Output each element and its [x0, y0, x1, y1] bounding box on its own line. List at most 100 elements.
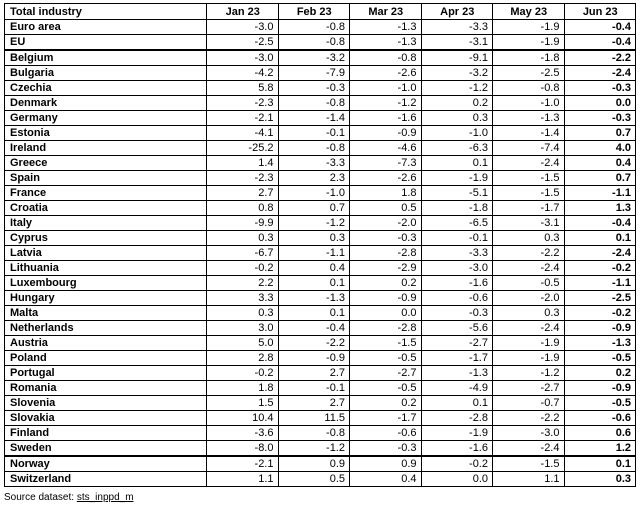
- table-cell: 0.5: [277, 471, 350, 487]
- row-country-name: Austria: [4, 335, 207, 351]
- table-cell: -2.2: [277, 335, 350, 351]
- table-cell: -0.3: [420, 305, 493, 321]
- table-cell: -0.3: [277, 80, 350, 96]
- table-cell: -0.8: [277, 34, 350, 51]
- table-row: Italy -9.9 -1.2 -2.0 -6.5 -3.1 -0.4: [4, 215, 636, 231]
- table-cell: -1.1: [277, 245, 350, 261]
- table-row: Norway -2.1 0.9 0.9 -0.2 -1.5 0.1: [4, 455, 636, 472]
- table-cell: -2.4: [492, 155, 565, 171]
- table-cell: -1.0: [349, 80, 422, 96]
- table-cell: 0.3: [420, 110, 493, 126]
- table-cell: -1.2: [492, 365, 565, 381]
- table-cell: 0.6: [563, 425, 636, 441]
- table-cell: -0.4: [277, 320, 350, 336]
- column-header: May 23: [492, 3, 565, 20]
- table-cell: -2.2: [492, 245, 565, 261]
- row-country-name: Finland: [4, 425, 207, 441]
- table-cell: -0.5: [563, 395, 636, 411]
- table-cell: -0.1: [420, 230, 493, 246]
- table-cell: -1.5: [492, 455, 565, 472]
- row-country-name: Hungary: [4, 290, 207, 306]
- table-cell: -7.9: [277, 65, 350, 81]
- table-cell: -2.4: [492, 320, 565, 336]
- table-cell: -0.2: [206, 365, 279, 381]
- table-cell: -2.8: [420, 410, 493, 426]
- table-row: Denmark -2.3 -0.8 -1.2 0.2 -1.0 0.0: [4, 95, 636, 111]
- table-cell: -0.8: [277, 425, 350, 441]
- table-cell: 2.8: [206, 350, 279, 366]
- source-dataset-link[interactable]: sts_inppd_m: [76, 492, 134, 503]
- table-cell: -0.9: [563, 380, 636, 396]
- table-cell: 0.2: [349, 395, 422, 411]
- table-cell: 1.3: [563, 200, 636, 216]
- table-cell: -1.7: [492, 200, 565, 216]
- table-cell: -6.3: [420, 140, 493, 156]
- table-row: Poland 2.8 -0.9 -0.5 -1.7 -1.9 -0.5: [4, 350, 636, 366]
- table-row: Romania 1.8 -0.1 -0.5 -4.9 -2.7 -0.9: [4, 380, 636, 396]
- row-country-name: Latvia: [4, 245, 207, 261]
- table-cell: -0.2: [563, 260, 636, 276]
- table-cell: -1.2: [349, 95, 422, 111]
- table-cell: -2.3: [206, 95, 279, 111]
- table-cell: 0.0: [563, 95, 636, 111]
- row-country-name: Switzerland: [4, 471, 207, 487]
- table-cell: 3.0: [206, 320, 279, 336]
- table-cell: -0.6: [349, 425, 422, 441]
- table-cell: -1.6: [349, 110, 422, 126]
- row-country-name: Netherlands: [4, 320, 207, 336]
- table-body: Euro area -3.0 -0.8 -1.3 -3.3 -1.9 -0.4 EU -2.5-…: [4, 19, 636, 487]
- table-cell: -2.0: [492, 290, 565, 306]
- table-cell: -1.7: [420, 350, 493, 366]
- table-row: Ireland -25.2 -0.8 -4.6 -6.3 -7.4 4.0: [4, 140, 636, 156]
- table-cell: -3.6: [206, 425, 279, 441]
- table-cell: -0.4: [563, 34, 636, 51]
- table-cell: 2.3: [277, 170, 350, 186]
- table-cell: -0.8: [277, 140, 350, 156]
- table-cell: 0.3: [206, 305, 279, 321]
- table-cell: 0.4: [277, 260, 350, 276]
- row-country-name: Poland: [4, 350, 207, 366]
- table-cell: 0.7: [277, 200, 350, 216]
- table-cell: 2.7: [206, 185, 279, 201]
- table-cell: -2.0: [349, 215, 422, 231]
- table-cell: -0.1: [277, 125, 350, 141]
- table-row: Cyprus 0.3 0.3 -0.3 -0.1 0.3 0.1: [4, 230, 636, 246]
- row-country-name: Croatia: [4, 200, 207, 216]
- table-cell: -1.5: [492, 170, 565, 186]
- row-country-name: Cyprus: [4, 230, 207, 246]
- table-cell: 0.2: [563, 365, 636, 381]
- row-country-name: Germany: [4, 110, 207, 126]
- table-row: Lithuania -0.2 0.4 -2.9 -3.0 -2.4 -0.2: [4, 260, 636, 276]
- table-cell: -2.4: [563, 245, 636, 261]
- table-cell: 3.3: [206, 290, 279, 306]
- table-cell: 0.7: [563, 125, 636, 141]
- table-row: Spain -2.3 2.3 -2.6 -1.9 -1.5 0.7: [4, 170, 636, 186]
- row-country-name: Slovenia: [4, 395, 207, 411]
- table-row: Belgium -3.0 -3.2 -0.8 -9.1 -1.8 -2.2: [4, 49, 636, 66]
- row-country-name: EU: [4, 34, 207, 51]
- table-cell: 0.1: [563, 455, 636, 472]
- table-cell: -2.4: [563, 65, 636, 81]
- table-row: Hungary 3.3 -1.3 -0.9 -0.6 -2.0 -2.5: [4, 290, 636, 306]
- table-cell: -2.8: [349, 245, 422, 261]
- table-cell: -2.1: [206, 110, 279, 126]
- table-cell: -1.0: [492, 95, 565, 111]
- table-cell: -2.7: [349, 365, 422, 381]
- table-cell: -1.1: [563, 185, 636, 201]
- table-cell: -0.9: [349, 290, 422, 306]
- table-cell: -1.2: [420, 80, 493, 96]
- table-cell: -4.2: [206, 65, 279, 81]
- row-country-name: Sweden: [4, 440, 207, 457]
- table-cell: -25.2: [206, 140, 279, 156]
- row-country-name: Malta: [4, 305, 207, 321]
- table-cell: -2.3: [206, 170, 279, 186]
- row-country-name: Euro area: [4, 19, 207, 35]
- table-cell: 5.0: [206, 335, 279, 351]
- table-cell: -4.6: [349, 140, 422, 156]
- table-cell: -9.1: [420, 49, 493, 66]
- table-cell: -0.5: [349, 380, 422, 396]
- table-row: Portugal -0.2 2.7 -2.7 -1.3 -1.2 0.2: [4, 365, 636, 381]
- row-country-name: Spain: [4, 170, 207, 186]
- table-cell: 0.9: [349, 455, 422, 472]
- table-cell: -1.3: [277, 290, 350, 306]
